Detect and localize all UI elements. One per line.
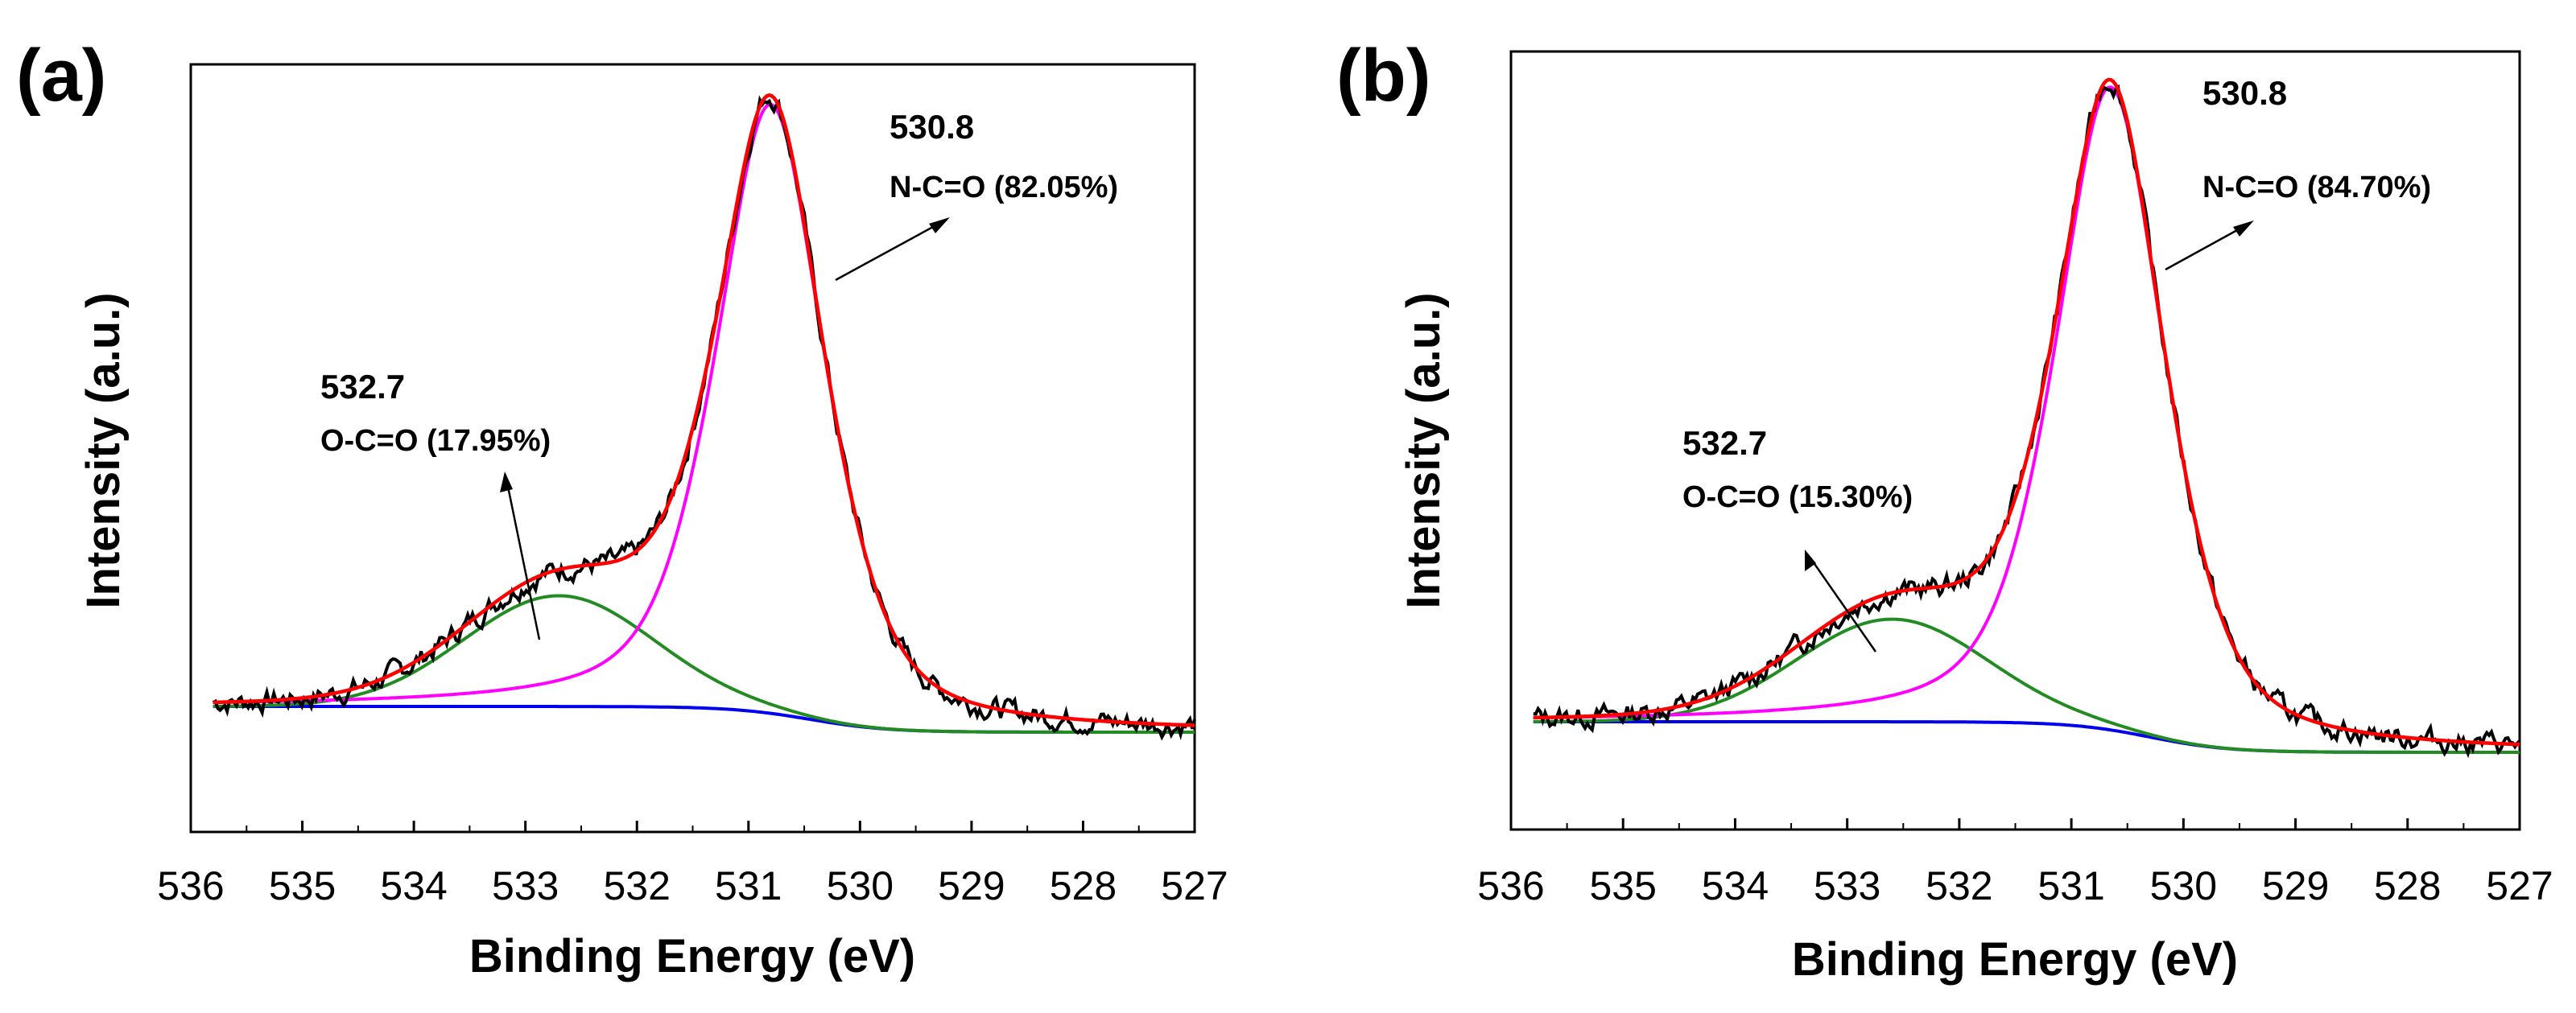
annotation-arrow-b-2 (1810, 558, 1877, 653)
x-axis-title-a: Binding Energy (eV) (469, 930, 915, 982)
y-axis-title-b: Intensity (a.u.) (1397, 292, 1450, 608)
envelope-fit-curve (1533, 77, 2520, 747)
curves-b (1533, 77, 2521, 759)
x-tick-label: 530 (2150, 863, 2217, 908)
annotation-arrowhead-b-1 (2233, 220, 2254, 237)
annotation-position-a-2: 532.7 (320, 368, 405, 406)
x-ticks-a: 536 535 534 533 532 531 530 529 528 527 (157, 821, 1228, 908)
annotation-arrow-b-1 (2165, 224, 2247, 271)
annotation-label-b-1: N-C=O (84.70%) (2202, 171, 2431, 204)
x-tick-label: 535 (1590, 863, 1657, 908)
x-tick-label: 529 (938, 863, 1005, 908)
annotation-position-a-1: 530.8 (890, 108, 974, 146)
side-peak-curve (1533, 617, 2520, 754)
annotation-arrow-a-1 (835, 220, 943, 282)
y-axis-title-a: Intensity (a.u.) (77, 292, 130, 608)
panel-b: (b) 536 535 534 533 532 531 530 529 528 527 Bindi… (1336, 35, 2553, 986)
x-ticks-b: 536 535 534 533 532 531 530 529 528 527 (1477, 818, 2553, 908)
x-tick-label: 530 (827, 863, 894, 908)
annotation-label-a-2: O-C=O (17.95%) (320, 424, 551, 458)
x-tick-label: 536 (157, 863, 224, 908)
x-tick-label: 532 (604, 863, 671, 908)
annotation-position-b-1: 530.8 (2202, 74, 2287, 112)
annotation-arrow-a-2 (506, 482, 541, 640)
panel-label-b: (b) (1336, 35, 1430, 117)
x-tick-label: 527 (1161, 863, 1228, 908)
baseline-curve (1533, 720, 2520, 754)
annotation-position-b-2: 532.7 (1682, 424, 1767, 462)
x-tick-label: 535 (269, 863, 336, 908)
envelope-fit-curve (213, 93, 1195, 727)
annotation-arrowhead-a-1 (929, 217, 950, 233)
x-tick-label: 527 (2486, 863, 2553, 908)
annotation-arrowhead-a-2 (500, 471, 513, 492)
x-tick-label: 528 (1050, 863, 1117, 908)
x-tick-label: 533 (492, 863, 559, 908)
x-tick-label: 529 (2262, 863, 2329, 908)
baseline-curve (213, 705, 1195, 734)
x-tick-label: 536 (1477, 863, 1544, 908)
x-tick-label: 531 (2037, 863, 2104, 908)
curves-a (212, 93, 1196, 741)
x-tick-label: 532 (1926, 863, 1992, 908)
x-tick-label: 533 (1814, 863, 1880, 908)
annotation-label-a-1: N-C=O (82.05%) (890, 171, 1118, 204)
panel-a: (a) 536 535 534 533 532 531 530 529 528 527 Bindi… (16, 35, 1228, 982)
x-tick-label: 531 (715, 863, 782, 908)
panel-label-a: (a) (16, 35, 106, 117)
x-tick-label: 534 (380, 863, 447, 908)
x-tick-label: 534 (1702, 863, 1769, 908)
side-peak-curve (213, 594, 1195, 734)
annotation-label-b-2: O-C=O (15.30%) (1682, 480, 1913, 514)
x-tick-label: 528 (2374, 863, 2441, 908)
x-axis-title-b: Binding Energy (eV) (1792, 933, 2238, 986)
annotation-arrowhead-b-2 (1805, 550, 1816, 571)
